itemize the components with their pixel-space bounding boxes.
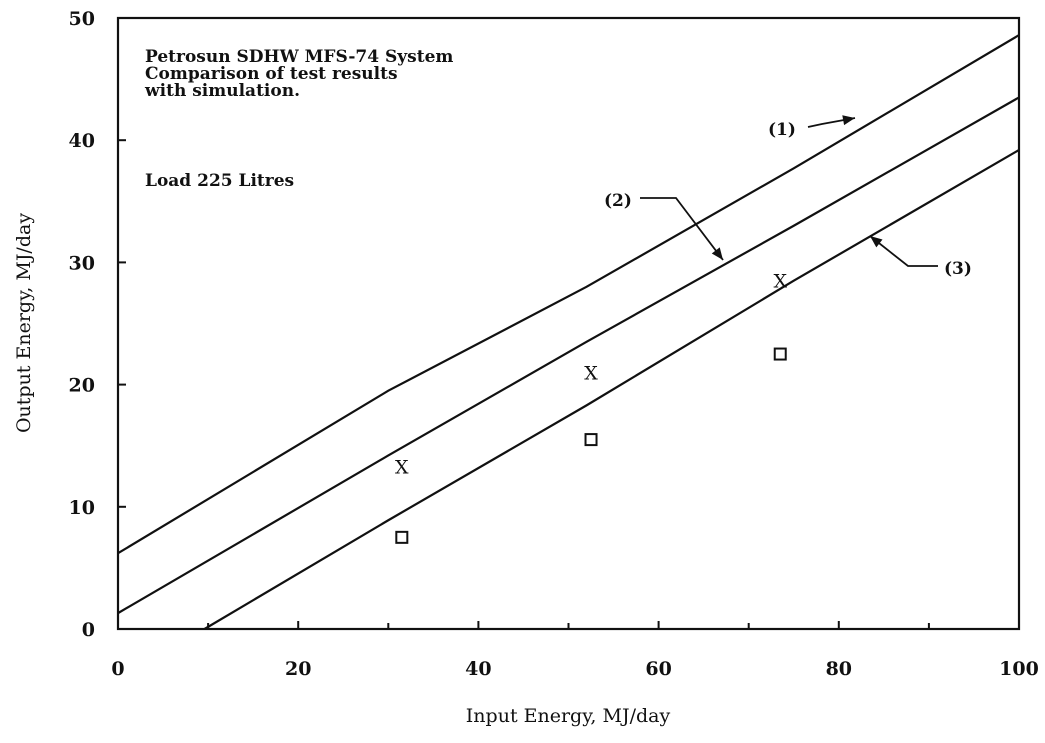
x-marker-point: X xyxy=(773,271,787,293)
x-tick-label: 100 xyxy=(999,658,1039,680)
line-label-3: (3) xyxy=(944,259,972,279)
x-tick-label: 0 xyxy=(111,658,124,680)
data-markers: X X X xyxy=(395,271,787,544)
leader-line-3 xyxy=(869,235,938,267)
line-label-2: (2) xyxy=(604,191,632,211)
leader-line-2 xyxy=(640,197,724,261)
series-line-3 xyxy=(203,149,1020,630)
arrowhead-1 xyxy=(842,115,855,126)
y-tick-label: 30 xyxy=(69,252,95,274)
chart-note-line-2: Comparison of test results xyxy=(145,64,398,84)
arrowhead-2 xyxy=(711,247,723,260)
chart-note-line-1: Petrosun SDHW MFS-74 System xyxy=(145,47,453,67)
square-marker-point xyxy=(584,433,598,447)
x-marker-point: X xyxy=(395,456,409,478)
axis-ticks: 0 20 40 60 80 100 0 10 20 30 40 50 xyxy=(69,8,1039,680)
x-tick-label: 40 xyxy=(465,658,491,680)
y-tick-label: 40 xyxy=(69,130,95,152)
x-axis-title: Input Energy, MJ/day xyxy=(466,705,671,727)
square-marker-point xyxy=(773,347,787,361)
arrowhead-3 xyxy=(870,236,883,248)
y-axis-title: Output Energy, MJ/day xyxy=(13,213,35,433)
series-line-1 xyxy=(117,34,1020,555)
x-tick-label: 60 xyxy=(645,658,671,680)
y-tick-label: 20 xyxy=(69,375,95,397)
square-marker-point xyxy=(395,530,409,544)
x-marker-point: X xyxy=(584,362,598,384)
x-tick-label: 80 xyxy=(826,658,852,680)
line-labels: (1) (2) (3) xyxy=(604,115,972,279)
y-tick-label: 0 xyxy=(82,619,95,641)
load-note: Load 225 Litres xyxy=(145,171,294,191)
plot-frame xyxy=(116,16,1021,631)
y-tick-label: 10 xyxy=(69,497,95,519)
y-tick-label: 50 xyxy=(69,8,95,30)
chart-note-line-3: with simulation. xyxy=(144,81,300,101)
line-label-1: (1) xyxy=(768,120,796,140)
series-line-2 xyxy=(117,96,1020,615)
x-tick-label: 20 xyxy=(285,658,311,680)
series-lines xyxy=(117,34,1020,630)
